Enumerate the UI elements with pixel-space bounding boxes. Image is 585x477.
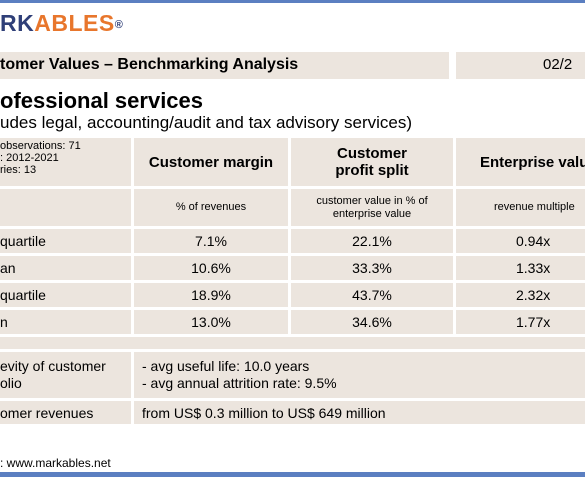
cell-value: 0.94x	[516, 233, 551, 249]
section-heading: ofessional services	[0, 88, 204, 113]
cell-value: 1.33x	[516, 260, 551, 276]
row-label-median: an	[0, 256, 131, 280]
cell-value: 18.9%	[191, 287, 231, 303]
page-title: tomer Values – Benchmarking Analysis	[0, 56, 299, 73]
unit-enterprise-value: revenue multiple	[456, 189, 585, 226]
title-bar: tomer Values – Benchmarking Analysis	[0, 52, 449, 79]
meta-period: : 2012-2021	[0, 152, 59, 164]
cell-value: 7.1%	[195, 233, 227, 249]
cell-lower-quartile-margin: 7.1%	[134, 229, 288, 253]
cell-value: 1.77x	[516, 314, 551, 330]
row-label-text: quartile	[0, 287, 46, 303]
revenues-value-cell: from US$ 0.3 million to US$ 649 million	[134, 401, 585, 424]
meta-countries: ries: 13	[0, 164, 37, 176]
logo-registered-mark: ®	[114, 19, 124, 31]
sample-meta-cell: observations: 71 : 2012-2021 ries: 13	[0, 138, 131, 186]
row-label-text: quartile	[0, 233, 46, 249]
page-date: 02/2	[543, 56, 573, 73]
cell-mean-margin: 13.0%	[134, 310, 288, 334]
date-bar: 02/2	[456, 52, 585, 79]
cell-value: 43.7%	[352, 287, 392, 303]
cell-mean-split: 34.6%	[291, 310, 453, 334]
row-label-upper-quartile: quartile	[0, 283, 131, 307]
spacer-band	[0, 337, 585, 349]
logo-text-part2: ABLES	[34, 10, 115, 36]
longevity-label-cell: evity of customer olio	[0, 352, 131, 398]
cell-value: 2.32x	[516, 287, 551, 303]
unit-customer-margin: % of revenues	[134, 189, 288, 226]
cell-median-ev: 1.33x	[456, 256, 585, 280]
top-accent-bar	[0, 0, 585, 3]
row-label-lower-quartile: quartile	[0, 229, 131, 253]
cell-value: 13.0%	[191, 314, 231, 330]
unit-profit-split-line2: enterprise value	[332, 207, 412, 220]
cell-value: 34.6%	[352, 314, 392, 330]
cell-value: 10.6%	[191, 260, 231, 276]
revenues-label-cell: omer revenues	[0, 401, 131, 424]
cell-value: 22.1%	[352, 233, 392, 249]
bottom-accent-bar	[0, 472, 585, 477]
logo-text-part1: RK	[0, 10, 35, 36]
row-label-mean: n	[0, 310, 131, 334]
longevity-label-line2: olio	[0, 375, 22, 391]
cell-lower-quartile-split: 22.1%	[291, 229, 453, 253]
header-profit-split-line1: Customer	[336, 145, 407, 162]
header-customer-margin-label: Customer margin	[148, 153, 274, 171]
header-profit-split-line2: profit split	[335, 162, 409, 179]
cell-median-split: 33.3%	[291, 256, 453, 280]
longevity-useful-life: - avg useful life: 10.0 years	[142, 358, 310, 374]
cell-upper-quartile-split: 43.7%	[291, 283, 453, 307]
markables-logo: RKABLES®	[0, 8, 123, 38]
longevity-value-cell: - avg useful life: 10.0 years - avg annu…	[134, 352, 585, 398]
unit-profit-split: customer value in % of enterprise value	[291, 189, 453, 226]
header-customer-profit-split: Customer profit split	[291, 138, 453, 186]
cell-upper-quartile-margin: 18.9%	[134, 283, 288, 307]
longevity-attrition-rate: - avg annual attrition rate: 9.5%	[142, 375, 337, 391]
header-customer-margin: Customer margin	[134, 138, 288, 186]
cell-lower-quartile-ev: 0.94x	[456, 229, 585, 253]
cell-value: 33.3%	[352, 260, 392, 276]
row-label-text: an	[0, 260, 16, 276]
cell-median-margin: 10.6%	[134, 256, 288, 280]
unit-enterprise-value-text: revenue multiple	[494, 201, 575, 213]
revenues-value: from US$ 0.3 million to US$ 649 million	[142, 404, 386, 421]
source-note: : www.markables.net	[0, 456, 111, 470]
revenues-label: omer revenues	[0, 404, 94, 421]
row-label-text: n	[0, 314, 8, 330]
cell-upper-quartile-ev: 2.32x	[456, 283, 585, 307]
unit-row-label	[0, 189, 131, 226]
unit-customer-margin-text: % of revenues	[175, 201, 247, 213]
unit-profit-split-line1: customer value in % of	[316, 194, 428, 207]
section-subheading: udes legal, accounting/audit and tax adv…	[0, 113, 413, 132]
header-enterprise-value-label: Enterprise valu	[480, 153, 585, 171]
longevity-label-line1: evity of customer	[0, 358, 106, 374]
cell-mean-ev: 1.77x	[456, 310, 585, 334]
header-enterprise-value: Enterprise valu	[456, 138, 585, 186]
meta-observations: observations: 71	[0, 140, 81, 152]
